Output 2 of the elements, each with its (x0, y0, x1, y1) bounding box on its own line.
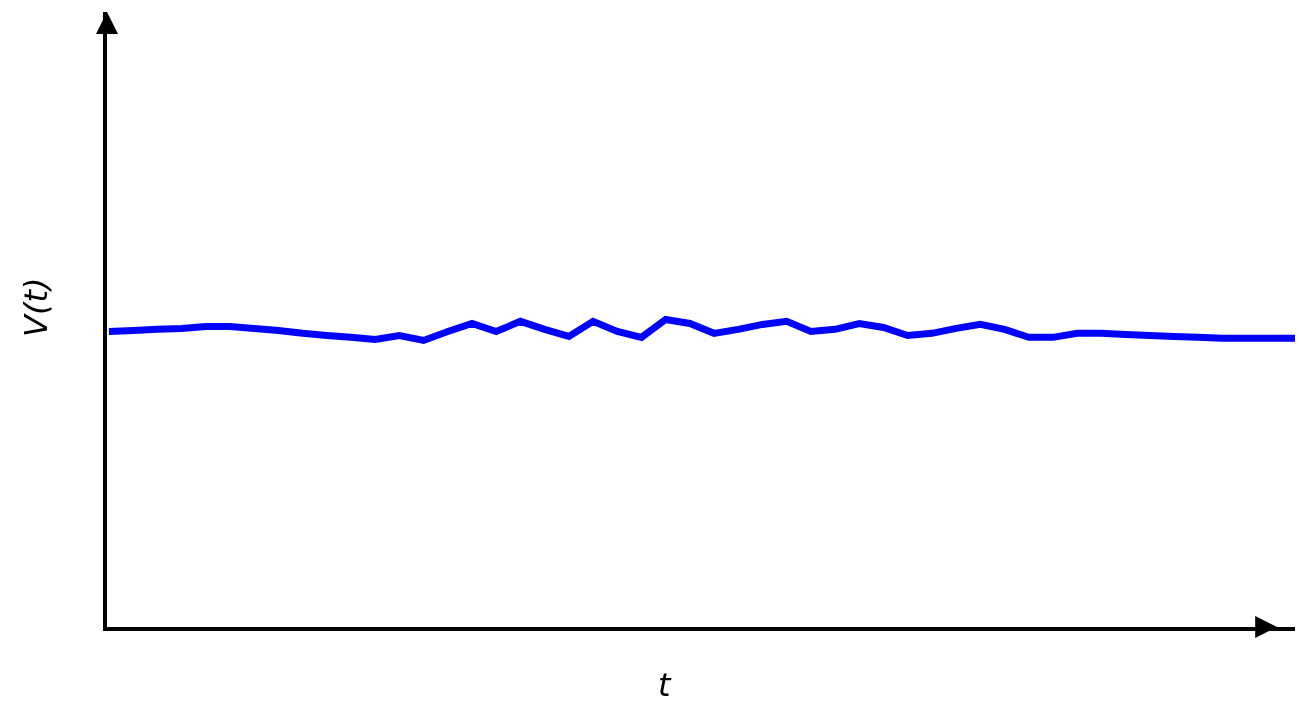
x-axis-title: t (658, 666, 672, 704)
y-axis-title: V(t) (16, 277, 55, 337)
